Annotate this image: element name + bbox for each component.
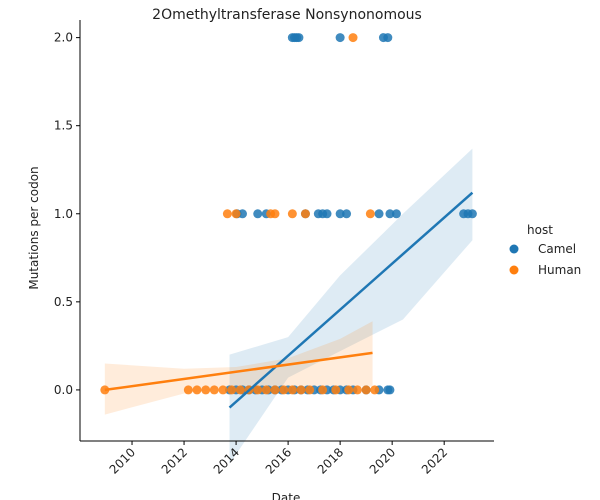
data-point-camel: [237, 209, 247, 219]
data-point-human: [192, 385, 202, 395]
data-point-human: [227, 385, 237, 395]
y-axis: 0.0 0.5 1.0 1.5 2.0: [54, 31, 80, 397]
data-point-camel: [383, 33, 393, 43]
y-tick-label: 0.0: [54, 383, 73, 397]
legend: host Camel Human: [509, 223, 581, 277]
trend-line-camel: [228, 191, 474, 409]
data-point-human: [300, 209, 310, 219]
data-point-human: [218, 385, 228, 395]
data-point-human: [183, 385, 193, 395]
data-point-human: [287, 385, 297, 395]
data-point-human: [361, 385, 371, 395]
trend-line-human: [104, 351, 373, 392]
x-tick-label: 2022: [419, 445, 450, 476]
data-point-camel: [467, 209, 477, 219]
data-point-human: [222, 209, 232, 219]
data-point-camel: [335, 209, 345, 219]
data-point-human: [201, 385, 211, 395]
data-point-human: [331, 385, 341, 395]
x-axis-label: Date: [272, 491, 301, 500]
data-point-human: [352, 385, 362, 395]
x-tick-label: 2018: [315, 445, 346, 476]
x-tick-label: 2012: [159, 445, 190, 476]
data-point-camel: [391, 209, 401, 219]
series-human: [100, 33, 380, 395]
data-point-human: [287, 209, 297, 219]
data-point-human: [348, 33, 358, 43]
data-point-human: [209, 385, 219, 395]
data-point-camel: [342, 209, 352, 219]
data-point-human: [344, 385, 354, 395]
plot-area: [100, 33, 477, 464]
x-tick-label: 2010: [107, 445, 138, 476]
y-tick-label: 0.5: [54, 295, 73, 309]
data-point-human: [235, 385, 245, 395]
data-point-human: [279, 385, 289, 395]
y-axis-label: Mutations per codon: [27, 166, 41, 289]
data-point-human: [365, 209, 375, 219]
data-point-human: [370, 385, 380, 395]
legend-label-human: Human: [538, 263, 581, 277]
data-point-camel: [385, 385, 395, 395]
data-point-camel: [335, 33, 345, 43]
data-point-camel: [322, 209, 332, 219]
data-point-camel: [253, 209, 263, 219]
y-tick-label: 1.0: [54, 207, 73, 221]
data-point-human: [305, 385, 315, 395]
data-point-human: [270, 385, 280, 395]
data-point-camel: [294, 33, 304, 43]
data-point-human: [253, 385, 263, 395]
x-tick-label: 2016: [263, 445, 294, 476]
legend-item-human: Human: [509, 263, 581, 277]
legend-item-camel: Camel: [509, 242, 576, 256]
legend-title: host: [527, 223, 553, 237]
confidence-band-camel: [229, 148, 473, 464]
data-point-human: [231, 209, 241, 219]
legend-marker-camel: [509, 244, 519, 254]
data-point-camel: [385, 209, 395, 219]
data-point-human: [296, 385, 306, 395]
data-point-human: [261, 385, 271, 395]
x-axis: 2010 2012 2014 2016 2018 2020 2022: [107, 441, 450, 477]
data-point-human: [270, 209, 280, 219]
y-tick-label: 1.5: [54, 119, 73, 133]
legend-marker-human: [509, 265, 519, 275]
confidence-band-human: [104, 321, 373, 415]
data-point-human: [318, 385, 328, 395]
data-point-camel: [374, 209, 384, 219]
chart-title: 2Omethyltransferase Nonsynonomous: [152, 7, 422, 23]
legend-label-camel: Camel: [538, 242, 576, 256]
y-tick-label: 2.0: [54, 31, 73, 45]
x-tick-label: 2020: [367, 445, 398, 476]
